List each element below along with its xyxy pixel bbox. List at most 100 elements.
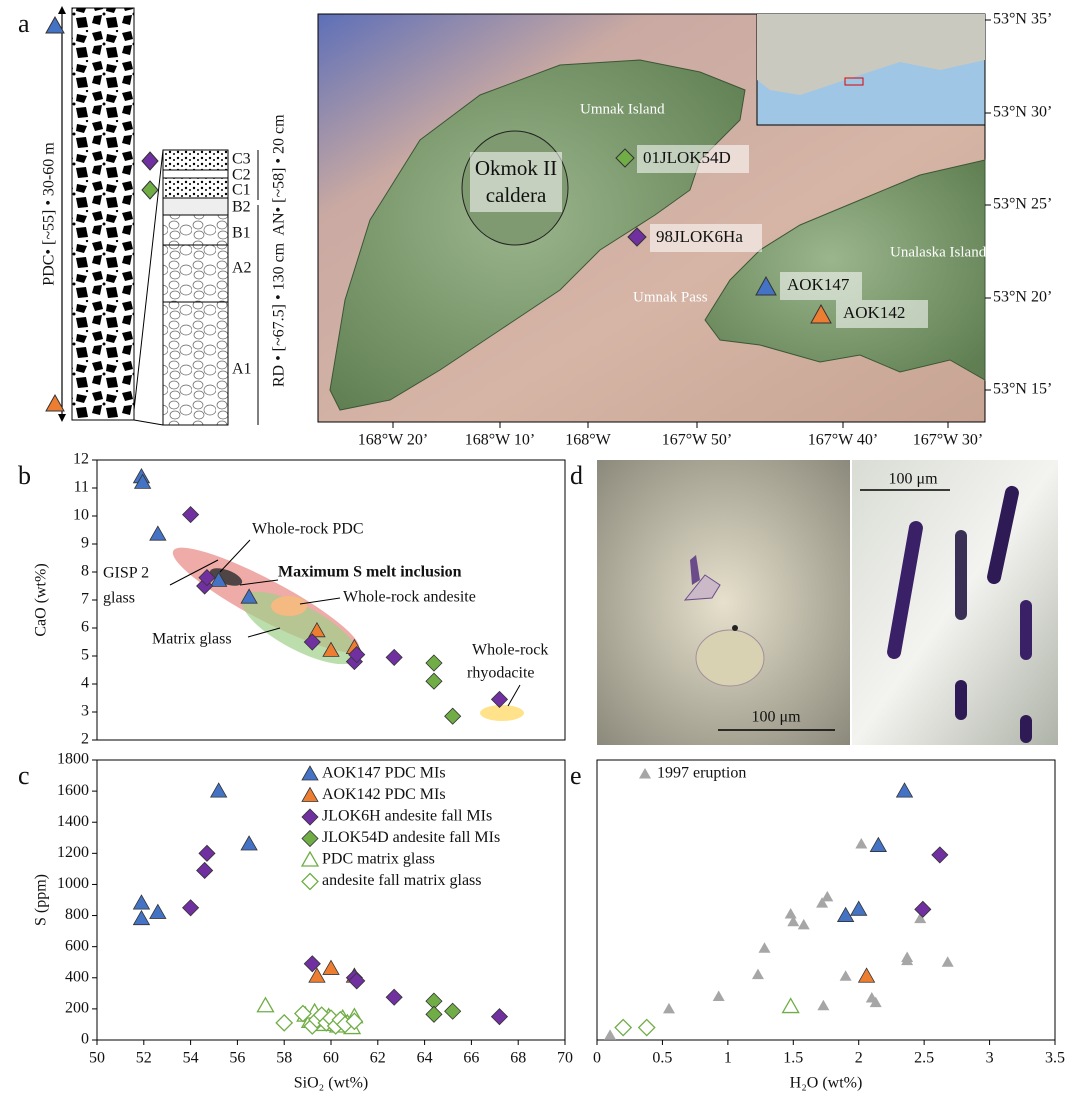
- point: [914, 912, 927, 924]
- point: [425, 672, 443, 690]
- x-tick-label: 3: [986, 1050, 994, 1067]
- label-box: [780, 272, 862, 300]
- sample-marker: [627, 227, 647, 247]
- unit-c3: [162, 149, 229, 171]
- point: [303, 633, 321, 651]
- unit-label: C1: [232, 182, 251, 199]
- leader: [169, 559, 219, 586]
- panel-label: c: [18, 761, 30, 790]
- point: [198, 844, 216, 862]
- y-tick-label: 1800: [57, 751, 89, 768]
- place-label: Umnak Island: [580, 101, 665, 117]
- point: [941, 956, 954, 967]
- y-tick-label: 1600: [57, 782, 89, 799]
- point: [209, 571, 228, 587]
- caldera-label: caldera: [486, 183, 547, 207]
- annotation: rhyodacite: [467, 665, 535, 682]
- sample-marker: [141, 151, 159, 171]
- point: [614, 1018, 633, 1037]
- leader: [247, 627, 281, 638]
- point: [817, 999, 830, 1011]
- point: [132, 894, 151, 910]
- annotation: GISP 2: [103, 565, 149, 582]
- point: [303, 955, 321, 973]
- sample-marker: [615, 148, 635, 168]
- label-box: [836, 300, 928, 328]
- y-tick-label: 2: [81, 731, 89, 748]
- point: [781, 997, 800, 1014]
- rhyodacite-region: [480, 705, 524, 721]
- inset-land: [757, 14, 985, 95]
- point: [149, 903, 167, 919]
- point: [784, 908, 797, 919]
- point: [816, 897, 829, 908]
- point: [425, 1005, 443, 1023]
- inset-locator: [844, 77, 864, 86]
- micrographs: 100 μm 100 μm: [597, 460, 1058, 745]
- sample-label: 98JLOK6Ha: [656, 227, 743, 246]
- map: Okmok II caldera Umnak Island Unalaska I…: [317, 11, 1052, 449]
- annotation: Maximum S melt inclusion: [278, 564, 462, 581]
- x-tick-label: 1: [724, 1050, 732, 1067]
- point: [322, 959, 340, 975]
- lon-label: 168°W: [565, 432, 611, 449]
- unit-c2: [162, 169, 229, 179]
- x-tick-label: 0: [593, 1050, 601, 1067]
- y-tick-label: 10: [73, 507, 89, 524]
- unit-label: A2: [232, 260, 252, 277]
- point: [490, 690, 509, 708]
- point: [308, 621, 326, 638]
- point: [797, 918, 810, 930]
- connector: [133, 419, 164, 426]
- point: [198, 569, 216, 587]
- scale-label: 100 μm: [751, 709, 801, 726]
- point: [662, 1002, 675, 1014]
- point: [275, 1013, 294, 1032]
- point: [425, 654, 443, 672]
- lon-label: 168°W 20’: [358, 432, 429, 449]
- point: [196, 861, 214, 880]
- x-tick-label: 70: [557, 1050, 573, 1067]
- point: [348, 972, 366, 990]
- point: [209, 782, 228, 798]
- y-axis-title: S (ppm): [33, 874, 50, 926]
- leader: [239, 579, 279, 586]
- y-tick-label: 5: [81, 647, 89, 664]
- panel-label: e: [570, 761, 582, 790]
- point: [839, 970, 852, 981]
- micrograph-left: [597, 460, 850, 745]
- legend-marker: [301, 872, 319, 891]
- place-label: Umnak Pass: [633, 289, 708, 305]
- x-tick-label: 56: [229, 1050, 245, 1067]
- sample-label: AOK142: [843, 303, 905, 322]
- an-label: AN• [~58] • 20 cm: [271, 114, 288, 236]
- x-tick-label: 2.5: [914, 1050, 934, 1067]
- point: [385, 988, 403, 1006]
- legend-marker: [300, 850, 320, 867]
- lat-label: 53°N 15’: [993, 381, 1052, 398]
- crystal: [683, 574, 721, 601]
- lat-labels: 53°N 35’ 53°N 30’ 53°N 25’ 53°N 20’ 53°N 15’: [985, 11, 1052, 398]
- point: [869, 836, 888, 852]
- crystal: [955, 680, 967, 720]
- x-tick-label: 64: [417, 1050, 433, 1067]
- point: [240, 588, 258, 604]
- legend-marker: [301, 786, 319, 802]
- point: [914, 900, 932, 918]
- annotation: Whole-rock: [472, 642, 548, 659]
- point: [758, 942, 771, 953]
- x-tick-label: 68: [510, 1050, 526, 1067]
- unit-label: C2: [232, 167, 251, 184]
- legend-marker: [639, 768, 651, 779]
- point: [836, 906, 855, 922]
- legend-label: AOK142 PDC MIs: [322, 786, 446, 803]
- point: [345, 1012, 364, 1031]
- y-tick-label: 3: [81, 703, 89, 720]
- annotation: Matrix glass: [152, 631, 232, 648]
- x-tick-label: 1.5: [783, 1050, 803, 1067]
- point: [133, 473, 152, 489]
- y-tick-label: 600: [65, 937, 89, 954]
- unit-c1: [162, 177, 229, 199]
- y-tick-label: 400: [65, 968, 89, 985]
